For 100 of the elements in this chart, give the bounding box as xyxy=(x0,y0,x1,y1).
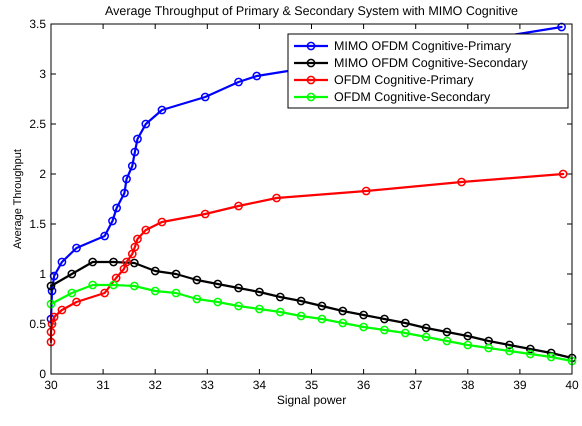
legend-label: OFDM Cognitive-Primary xyxy=(334,73,474,87)
point xyxy=(505,346,514,356)
point xyxy=(276,308,285,316)
point xyxy=(296,312,306,320)
point xyxy=(252,72,262,80)
point xyxy=(484,344,493,352)
point xyxy=(380,314,389,324)
x-tick-label: 39 xyxy=(513,378,527,392)
point xyxy=(48,286,56,296)
point xyxy=(109,280,118,290)
point xyxy=(505,340,514,350)
point xyxy=(130,242,140,252)
point xyxy=(359,310,368,320)
point xyxy=(359,322,368,332)
point xyxy=(276,292,285,302)
point xyxy=(172,288,180,298)
point xyxy=(568,356,576,366)
point xyxy=(46,314,56,324)
y-tick-label: 3.5 xyxy=(29,17,46,31)
point xyxy=(192,294,202,304)
point xyxy=(50,312,58,322)
y-tick-label: 2.5 xyxy=(29,117,46,131)
point xyxy=(100,288,110,298)
point xyxy=(58,258,66,266)
point xyxy=(46,338,56,346)
point xyxy=(338,318,348,328)
point xyxy=(120,264,128,274)
x-tick-label: 40 xyxy=(565,378,579,392)
point xyxy=(463,332,472,340)
point xyxy=(546,352,556,362)
x-tick-label: 37 xyxy=(409,378,423,392)
point xyxy=(128,162,137,170)
point xyxy=(50,272,58,280)
point xyxy=(234,302,243,310)
x-axis-title: Signal power xyxy=(276,393,346,407)
point xyxy=(109,258,118,266)
point xyxy=(557,22,566,32)
point xyxy=(318,314,326,324)
point xyxy=(296,296,306,306)
point xyxy=(130,282,139,290)
point xyxy=(213,280,222,288)
point xyxy=(112,204,121,212)
x-tick-label: 35 xyxy=(304,378,318,392)
y-tick-label: 0 xyxy=(39,367,46,381)
point xyxy=(200,210,210,218)
point xyxy=(422,332,430,342)
point xyxy=(546,348,556,358)
point xyxy=(442,336,452,346)
point xyxy=(422,324,430,332)
point xyxy=(192,276,202,284)
legend-label: MIMO OFDM Cognitive-Primary xyxy=(334,39,512,53)
point xyxy=(141,226,150,234)
legend-label: MIMO OFDM Cognitive-Secondary xyxy=(334,56,529,70)
x-tick-label: 31 xyxy=(96,378,110,392)
point xyxy=(130,148,140,156)
x-tick-label: 36 xyxy=(356,378,371,392)
chart-title: Average Throughput of Primary & Secondary System with MIMO Cognitive xyxy=(105,4,518,18)
point xyxy=(255,304,264,314)
y-tick-label: 1 xyxy=(39,267,46,281)
point xyxy=(234,78,243,86)
point xyxy=(128,250,137,258)
x-tick-label: 33 xyxy=(200,378,214,392)
point xyxy=(150,266,160,276)
y-tick-label: 1.5 xyxy=(29,217,46,231)
point xyxy=(72,298,81,306)
point xyxy=(526,344,535,354)
point xyxy=(338,306,348,316)
legend-label: OFDM Cognitive-Secondary xyxy=(334,90,492,104)
point xyxy=(213,298,222,306)
x-tick-label: 38 xyxy=(461,378,475,392)
point xyxy=(234,284,243,292)
y-tick-label: 3 xyxy=(39,67,46,81)
point xyxy=(46,328,56,336)
point xyxy=(100,232,110,240)
point xyxy=(108,216,117,226)
point xyxy=(72,244,81,252)
x-tick-label: 30 xyxy=(44,378,58,392)
point xyxy=(558,170,568,178)
point xyxy=(484,336,493,346)
point xyxy=(46,300,56,308)
point xyxy=(362,186,371,196)
point xyxy=(130,258,139,268)
point xyxy=(46,282,56,290)
point xyxy=(88,258,98,266)
point xyxy=(172,270,180,278)
point xyxy=(463,340,472,350)
point xyxy=(48,320,56,328)
point xyxy=(112,274,120,282)
point xyxy=(318,302,326,310)
point xyxy=(526,350,535,358)
point xyxy=(67,270,76,278)
point xyxy=(120,188,129,198)
point xyxy=(67,288,76,298)
point xyxy=(58,306,66,314)
point xyxy=(272,194,281,202)
point xyxy=(255,288,264,296)
y-tick-label: 0.5 xyxy=(29,317,46,331)
point xyxy=(122,174,131,184)
point xyxy=(150,286,160,296)
point xyxy=(158,218,166,226)
